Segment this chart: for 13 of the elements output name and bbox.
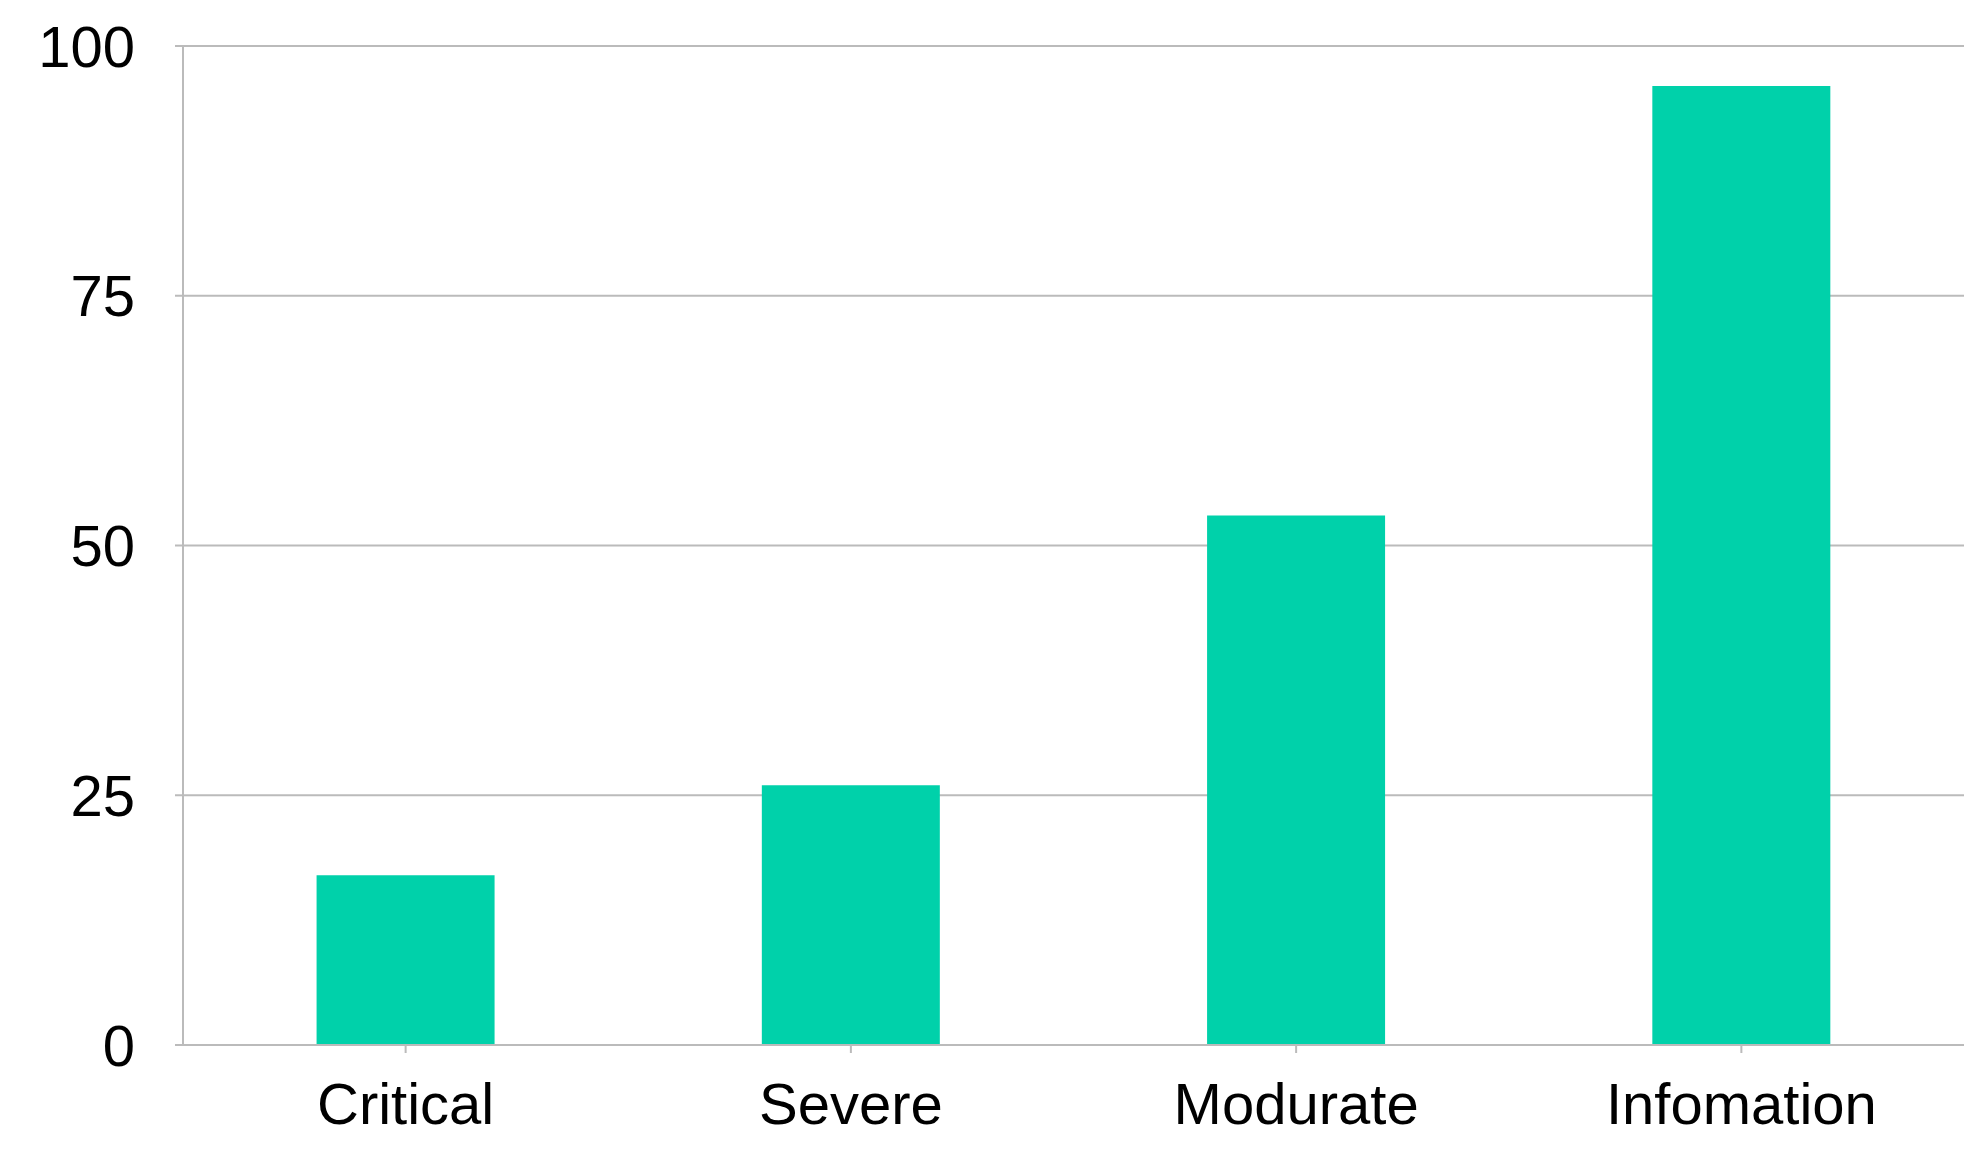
y-tick-label: 25: [70, 762, 135, 828]
x-tick-label: Severe: [758, 1071, 943, 1137]
x-tick-label: Infomation: [1605, 1071, 1877, 1137]
y-tick-label: 100: [38, 13, 135, 79]
bar: [316, 875, 495, 1045]
x-tick-label: Critical: [317, 1071, 495, 1137]
x-tick-label: Modurate: [1173, 1071, 1419, 1137]
bar: [1207, 515, 1386, 1045]
bar: [1652, 85, 1831, 1045]
y-tick-label: 0: [102, 1012, 135, 1078]
y-tick-label: 50: [70, 513, 135, 579]
bar: [761, 785, 940, 1045]
y-tick-label: 75: [70, 263, 135, 329]
